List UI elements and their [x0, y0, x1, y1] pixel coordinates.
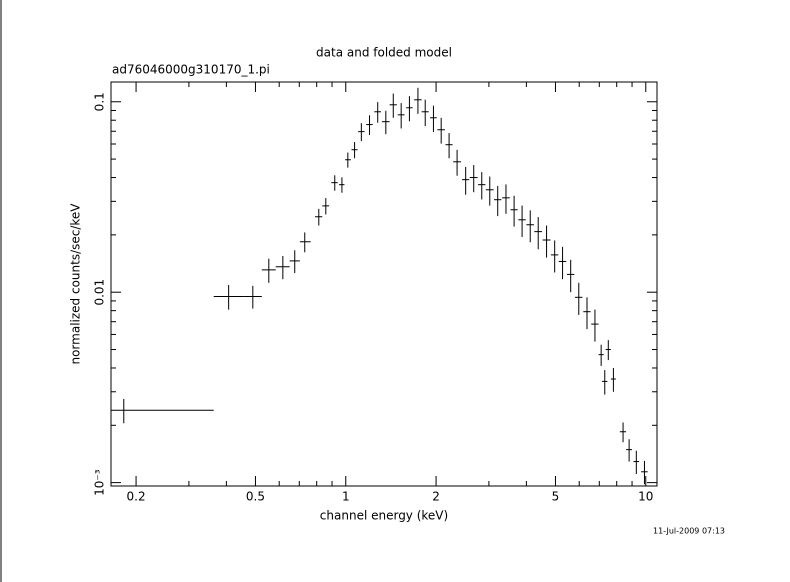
x-tick-label: 1 [342, 490, 350, 504]
chart-title: data and folded model [316, 46, 452, 60]
x-axis-label: channel energy (keV) [320, 509, 448, 523]
plot-frame [110, 81, 658, 487]
y-tick-label: 10⁻³ [93, 469, 107, 496]
x-tick-label: 0.2 [127, 490, 146, 504]
x-tick-label: 2 [432, 490, 440, 504]
y-tick-label: 0.1 [93, 92, 107, 111]
y-tick-label: 0.01 [93, 279, 107, 306]
chart-subtitle: ad76046000g310170_1.pi [112, 63, 270, 77]
x-tick-label: 10 [638, 490, 653, 504]
x-tick-label: 0.5 [246, 490, 265, 504]
timestamp: 11-Jul-2009 07:13 [653, 527, 725, 536]
x-tick-label: 5 [552, 490, 560, 504]
y-axis-label: normalized counts/sec/keV [69, 203, 83, 365]
